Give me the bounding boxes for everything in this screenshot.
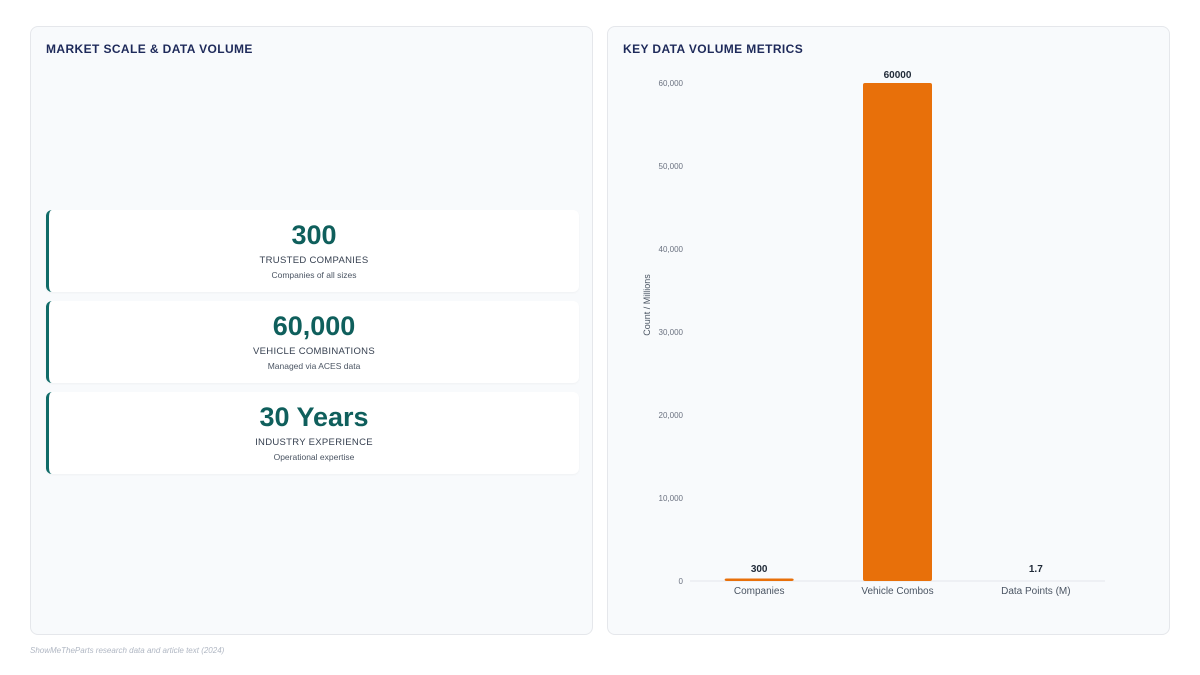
y-tick-label: 60,000 [659,79,684,88]
x-axis-labels: Companies Vehicle Combos Data Points (M) [734,586,1071,597]
market-scale-panel: MARKET SCALE & DATA VOLUME 300 TRUSTED C… [30,26,593,635]
stat-label: VEHICLE COMBINATIONS [253,346,375,357]
data-label: 60000 [884,70,912,81]
y-axis-ticks: 0 10,000 20,000 30,000 40,000 50,000 60,000 [659,79,684,586]
bar-1 [863,83,932,581]
stat-label: INDUSTRY EXPERIENCE [255,437,373,448]
bars [724,83,1071,581]
stat-value: 300 [291,220,337,250]
y-tick-label: 10,000 [659,494,684,503]
data-label: 300 [751,564,768,575]
stat-value: 60,000 [272,311,356,341]
data-labels: 300 60000 1.7 [751,70,1043,575]
stat-subtext: Companies of all sizes [271,270,357,280]
stat-card-experience: 30 Years INDUSTRY EXPERIENCE Operational… [46,392,579,474]
x-tick-label: Vehicle Combos [861,586,933,597]
chart-title: KEY DATA VOLUME METRICS [623,42,804,56]
y-tick-label: 0 [679,577,684,586]
y-tick-label: 40,000 [659,245,684,254]
market-scale-title: MARKET SCALE & DATA VOLUME [46,42,253,56]
stat-value: 30 Years [259,402,369,432]
y-axis-title: Count / Millions [642,274,652,336]
y-tick-label: 20,000 [659,411,684,420]
y-tick-label: 50,000 [659,162,684,171]
stat-card-vehicle-combinations: 60,000 VEHICLE COMBINATIONS Managed via … [46,301,579,383]
bar-chart: 0 10,000 20,000 30,000 40,000 50,000 60,000 Co… [642,70,1105,597]
bar-0 [724,578,794,581]
data-volume-panel: KEY DATA VOLUME METRICS 0 10,000 20,000 30,… [607,26,1170,635]
data-label: 1.7 [1029,564,1043,575]
stat-subtext: Managed via ACES data [267,361,361,371]
x-tick-label: Companies [734,586,785,597]
stat-subtext: Operational expertise [273,452,355,462]
source-footnote: ShowMeTheParts research data and article… [30,646,225,655]
y-tick-label: 30,000 [659,328,684,337]
x-tick-label: Data Points (M) [1001,586,1070,597]
stat-cards: 300 TRUSTED COMPANIES Companies of all s… [46,210,579,483]
stat-label: TRUSTED COMPANIES [259,255,369,266]
stat-card-companies: 300 TRUSTED COMPANIES Companies of all s… [46,210,579,292]
